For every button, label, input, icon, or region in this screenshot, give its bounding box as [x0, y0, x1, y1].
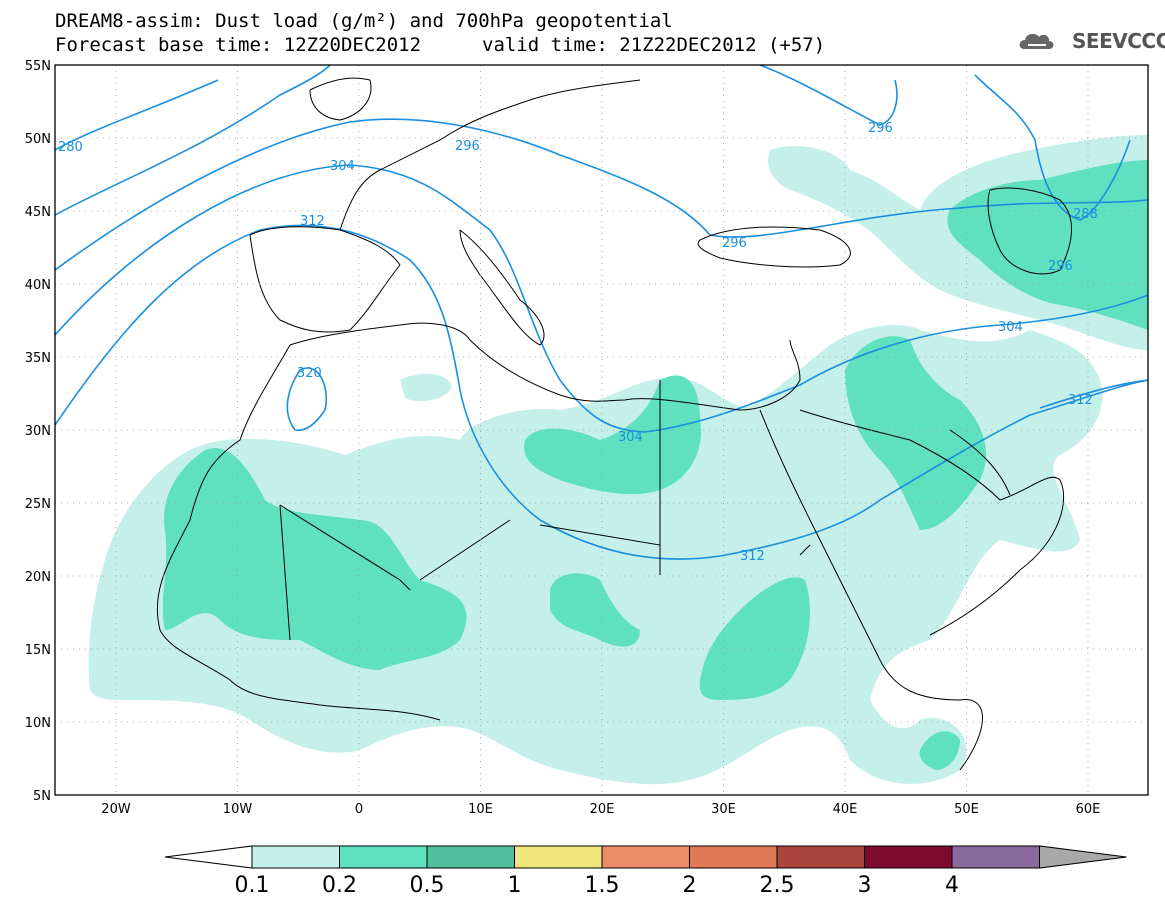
lon-tick-label: 20E	[590, 802, 615, 817]
lat-tick-label: 55N	[25, 59, 51, 74]
contour-labels: 280 296 304 312 296 296 296 304 312 320 …	[58, 121, 1098, 564]
dust-area-light-iberia	[400, 373, 452, 402]
dust-area-medium-somalia	[919, 731, 960, 770]
contour-label: 296	[868, 121, 893, 136]
lat-tick-label: 45N	[25, 205, 51, 220]
dust-area-medium-libya	[524, 375, 701, 495]
contour-label: 288	[1073, 207, 1098, 222]
colorbar-label: 0.5	[410, 873, 445, 898]
cloud-logo-icon	[1019, 33, 1054, 49]
lat-tick-label: 40N	[25, 278, 51, 293]
lat-tick-label: 20N	[25, 570, 51, 585]
colorbar-segment	[601, 845, 690, 869]
lon-tick-label: 60E	[1076, 802, 1101, 817]
contour-296	[55, 118, 1148, 271]
contour-296-ne	[759, 65, 898, 126]
colorbar-segment	[514, 845, 603, 869]
contour-label: 312	[1068, 393, 1093, 408]
lat-tick-label: 10N	[25, 716, 51, 731]
coast-blacksea	[697, 226, 851, 268]
colorbar-segment	[339, 845, 428, 869]
contour-320	[286, 367, 327, 432]
border-sahara	[279, 380, 811, 641]
logo-text: SEEVCCC	[1072, 29, 1165, 53]
contour-label: 296	[1048, 259, 1073, 274]
colorbar-segment	[426, 845, 515, 869]
coast-redsea	[759, 409, 983, 771]
dust-area-light-africa	[88, 325, 1103, 785]
contour-caspian	[974, 74, 1131, 221]
colorbar-label: 1.5	[585, 873, 620, 898]
colorbar-over-arrow	[1039, 845, 1127, 869]
dust-area-medium-iraq	[845, 336, 987, 530]
colorbar-segment	[776, 845, 865, 869]
contour-label: 304	[998, 320, 1023, 335]
colorbar-segment	[951, 845, 1040, 869]
contour-288-w	[55, 65, 331, 216]
lat-tick-label: 15N	[25, 643, 51, 658]
contour-label: 296	[722, 236, 747, 251]
colorbar-label: 0.1	[235, 873, 270, 898]
coast-italy	[459, 229, 545, 346]
colorbar-under-arrow	[164, 845, 253, 869]
map-title: DREAM8-assim: Dust load (g/m²) and 700hP…	[55, 10, 673, 32]
contour-label: 280	[58, 140, 83, 155]
colorbar-label: 4	[945, 873, 959, 898]
contour-label: 296	[455, 139, 480, 154]
geopotential-contours	[55, 65, 1148, 560]
forecast-base-time: Forecast base time: 12Z20DEC2012	[55, 34, 422, 56]
lat-tick-label: 35N	[25, 351, 51, 366]
lat-tick-label: 25N	[25, 497, 51, 512]
lon-tick-label: 40E	[833, 802, 858, 817]
longitude-labels: 20W 10W 0 10E 20E 30E 40E 50E 60E	[101, 802, 1100, 817]
lon-tick-label: 30E	[711, 802, 736, 817]
colorbar-label: 2.5	[760, 873, 795, 898]
coast-uk	[309, 77, 372, 121]
coast-iberia	[249, 226, 401, 333]
colorbar: 0.1 0.2 0.5 1 1.5 2 2.5 3 4	[164, 845, 1127, 898]
valid-time: valid time: 21Z22DEC2012 (+57)	[482, 34, 826, 56]
colorbar-segment	[689, 845, 778, 869]
coast-africa-west	[156, 344, 441, 721]
contour-label: 304	[330, 159, 355, 174]
colorbar-segment	[864, 845, 953, 869]
lat-tick-label: 50N	[25, 132, 51, 147]
dust-area-medium-west	[162, 448, 467, 670]
contour-label: 312	[740, 549, 765, 564]
dust-area-medium-chad	[550, 573, 640, 647]
lon-tick-label: 10E	[468, 802, 493, 817]
coastlines	[156, 77, 1073, 771]
lon-tick-label: 0	[355, 802, 363, 817]
contour-label: 304	[618, 430, 643, 445]
contour-312	[55, 224, 1148, 560]
coast-mediterranean	[289, 322, 801, 411]
colorbar-label: 2	[683, 873, 697, 898]
contour-312-e	[1039, 379, 1148, 409]
colorbar-label: 0.2	[322, 873, 357, 898]
lon-tick-label: 10W	[223, 802, 253, 817]
latitude-labels: 55N 50N 45N 40N 35N 30N 25N 20N 15N 10N 5N	[25, 59, 51, 804]
coast-europe	[339, 79, 641, 231]
coast-arabia	[799, 409, 1065, 636]
contour-304	[55, 164, 1148, 433]
map-frame	[54, 64, 1149, 796]
contour-label: 320	[297, 366, 322, 381]
lon-tick-label: 20W	[101, 802, 131, 817]
colorbar-segment	[251, 845, 340, 869]
gridlines	[55, 65, 1148, 795]
dust-shading	[88, 135, 1148, 785]
contour-label: 312	[300, 214, 325, 229]
contour-280	[55, 79, 219, 151]
coast-caspian	[987, 187, 1073, 275]
colorbar-label: 3	[858, 873, 872, 898]
colorbar-label: 1	[508, 873, 522, 898]
dust-area-medium-sudan	[699, 577, 810, 700]
lat-tick-label: 5N	[33, 789, 51, 804]
coast-gulf	[949, 429, 1011, 496]
lon-tick-label: 50E	[954, 802, 979, 817]
lat-tick-label: 30N	[25, 424, 51, 439]
